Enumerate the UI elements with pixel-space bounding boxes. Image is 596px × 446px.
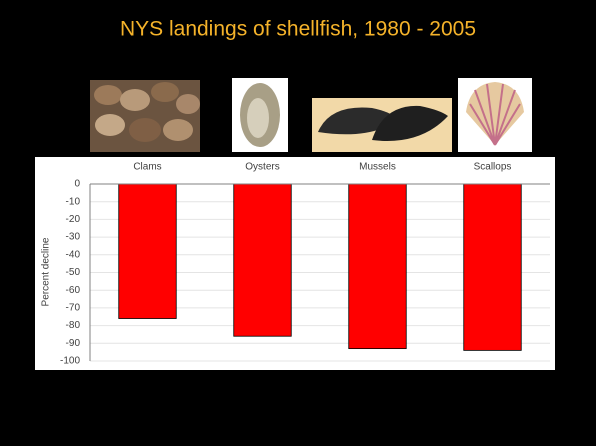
y-tick-label: 0: [74, 179, 80, 190]
x-tick-label: Clams: [133, 162, 161, 173]
bar: [348, 183, 407, 350]
x-tick-label: Oysters: [245, 162, 279, 173]
y-tick-label: -30: [66, 232, 81, 243]
y-tick-label: -90: [66, 338, 81, 349]
y-tick-label: -70: [66, 303, 81, 314]
scallop-image: [458, 78, 532, 152]
bar: [463, 183, 522, 351]
x-tick-label: Scallops: [474, 162, 512, 173]
y-axis-label: Percent decline: [41, 237, 52, 306]
plot: 0 -10 -20 -30 -40 -50 -60 -70 -80 -90 -100 Clams Oys…: [60, 162, 550, 367]
y-tick-label: -100: [60, 356, 80, 367]
y-tick-label: -80: [66, 320, 81, 331]
bar: [233, 183, 292, 337]
y-tick-label: -10: [66, 196, 81, 207]
x-tick-label: Mussels: [359, 162, 396, 173]
y-tick-label: -40: [66, 249, 81, 260]
mussels-image: [312, 98, 452, 152]
bar: [118, 183, 177, 319]
oyster-image: [232, 78, 288, 152]
y-tick-label: -50: [66, 267, 81, 278]
y-tick-label: -60: [66, 285, 81, 296]
y-tick-label: -20: [66, 214, 81, 225]
clams-image: [90, 80, 200, 152]
chart-title: NYS landings of shellfish, 1980 - 2005: [120, 18, 476, 41]
